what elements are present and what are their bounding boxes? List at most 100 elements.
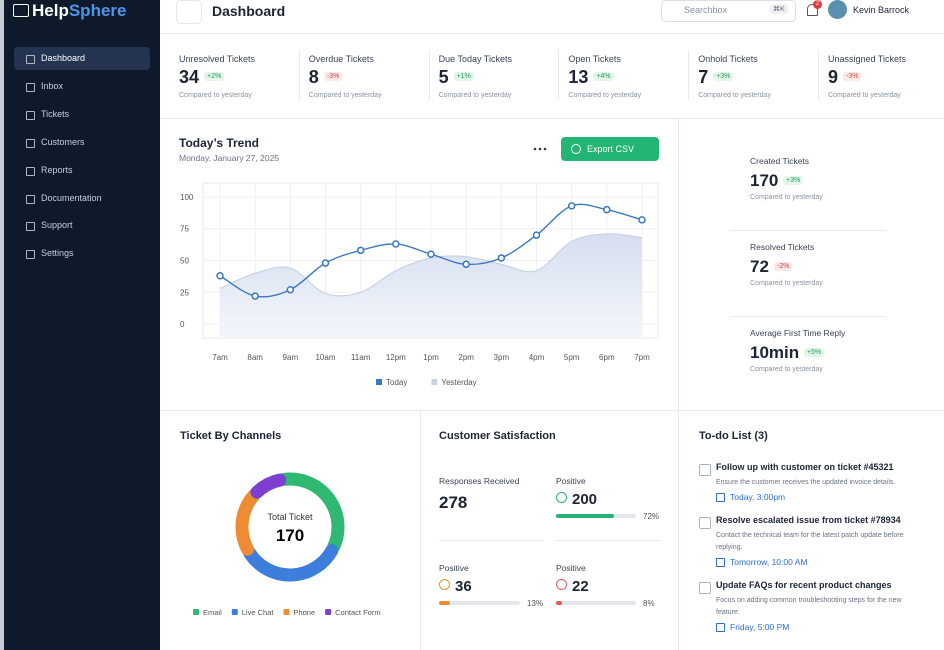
stat-value: 13 [568, 67, 589, 87]
stat-change: +1% [453, 72, 474, 81]
point [497, 254, 506, 262]
nav-item[interactable]: Tickets [41, 108, 70, 119]
nav-icon [26, 250, 35, 260]
y-tick-label: 25 [180, 288, 189, 297]
nav-item[interactable]: Inbox [41, 80, 64, 91]
side-label: Resolved Tickets [750, 242, 815, 252]
face-icon [556, 579, 567, 590]
todo-title: Resolve escalated issue from ticket #789… [716, 515, 901, 525]
stat-value: 5 [438, 67, 449, 87]
x-tick-label: 7pm [634, 353, 650, 362]
notification-badge: 2 [813, 0, 822, 9]
donut-total: 170 [276, 526, 304, 545]
checkbox[interactable] [699, 464, 711, 476]
responses-value: 278 [439, 493, 468, 512]
stat-note: Compared to yesterday [568, 92, 642, 99]
todo-due: Today, 3:00pm [730, 492, 786, 502]
menu-dot[interactable] [538, 147, 542, 151]
stat-separator [688, 50, 690, 100]
nav-active [14, 47, 150, 70]
legend-swatch [231, 609, 238, 615]
nav-item[interactable]: Documentation [41, 192, 102, 203]
chart-title: Ticket By Channels [180, 430, 282, 442]
user-name[interactable]: Kevin Barrock [853, 5, 910, 15]
sidebar [0, 0, 160, 650]
stat-label: Due Today Tickets [438, 54, 512, 64]
satisfaction-value: 22 [572, 578, 589, 595]
side-change: +3% [783, 176, 804, 185]
satisfaction-label: Positive [556, 563, 586, 573]
point [603, 205, 611, 214]
nav-item[interactable]: Settings [41, 248, 74, 259]
legend-label: Yesterday [441, 378, 476, 387]
donut-segment [243, 544, 339, 582]
stat-value: 8 [308, 67, 319, 87]
stat-label: Unresolved Tickets [179, 54, 256, 64]
stat-label: Overdue Tickets [308, 54, 374, 64]
divider [160, 410, 944, 411]
menu-dot[interactable] [543, 147, 547, 151]
shortcut: ⌘K [770, 4, 788, 14]
point [216, 271, 224, 280]
export-label: Export CSV [587, 144, 635, 154]
donut-segment [250, 473, 287, 499]
nav-icon [26, 55, 35, 64]
calendar-icon [716, 558, 725, 567]
y-tick-label: 75 [180, 225, 189, 234]
divider [160, 33, 944, 34]
menu-dot[interactable] [533, 147, 537, 151]
divider [420, 410, 421, 650]
section-title: Customer Satisfaction [439, 430, 556, 442]
divider [160, 118, 944, 119]
point [251, 292, 259, 300]
legend-swatch [376, 379, 382, 385]
nav-item[interactable]: Support [41, 220, 73, 231]
avatar[interactable] [828, 0, 847, 19]
search-box[interactable] [661, 0, 796, 22]
point [392, 240, 400, 248]
nav-item[interactable]: Dashboard [41, 53, 86, 63]
nav-item[interactable]: Customers [41, 136, 85, 147]
stat-value: 9 [828, 67, 839, 87]
x-tick-label: 3pm [494, 353, 510, 362]
side-change: +5% [804, 348, 825, 357]
progress-track [439, 601, 520, 605]
todo-title: Follow up with customer on ticket #45321 [716, 462, 894, 472]
nav-icon [26, 82, 35, 92]
chart-subtitle: Monday, January 27, 2025 [179, 153, 280, 163]
side-change: -2% [774, 262, 793, 271]
legend-swatch [325, 609, 332, 615]
point [427, 250, 435, 258]
legend-swatch [193, 609, 199, 615]
nav-item[interactable]: Reports [41, 164, 73, 175]
stat-note: Compared to yesterday [308, 92, 382, 99]
point [321, 259, 330, 267]
y-tick-label: 100 [180, 193, 194, 202]
y-tick-label: 0 [180, 320, 185, 329]
stat-note: Compared to yesterday [698, 92, 771, 99]
checkbox[interactable] [699, 582, 711, 594]
x-tick-label: 8am [247, 353, 263, 362]
side-separator [730, 230, 886, 231]
satisfaction-label: Positive [439, 563, 469, 573]
stat-note: Compared to yesterday [179, 92, 252, 99]
legend-label: Live Chat [242, 608, 275, 617]
calendar-icon [716, 493, 725, 502]
todo-description: Contact the technical team for the lates… [716, 532, 904, 551]
donut-segment [235, 488, 261, 556]
nav-icon [26, 194, 35, 204]
face-icon [439, 579, 450, 590]
stat-change: +3% [713, 72, 734, 81]
todo-title: Update FAQs for recent product changes [716, 580, 892, 590]
bell-icon[interactable] [807, 4, 818, 16]
page-title: Dashboard [212, 3, 286, 19]
brand-icon [13, 4, 29, 17]
progress-bar [556, 514, 614, 518]
x-tick-label: 5pm [564, 353, 580, 362]
side-value: 72 [750, 257, 769, 276]
face-icon [556, 492, 567, 503]
checkbox[interactable] [699, 517, 711, 529]
x-tick-label: 10am [315, 353, 335, 362]
x-tick-label: 2pm [458, 353, 474, 362]
